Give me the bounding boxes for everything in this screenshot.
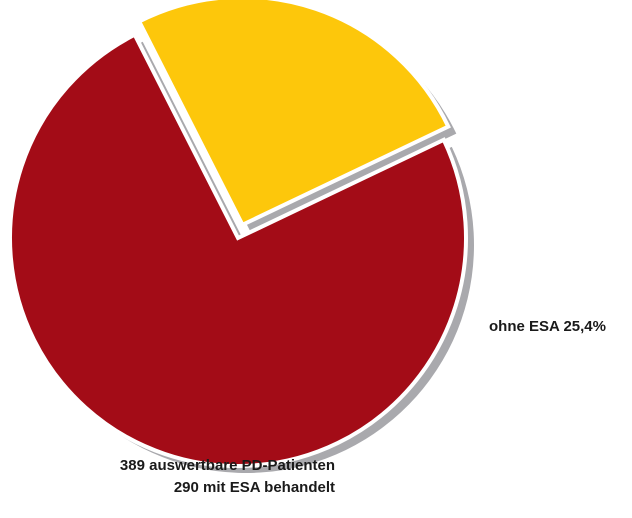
slice-label-without-esa: ohne ESA 25,4%	[489, 318, 606, 335]
note-line-esa-treated: 290 mit ESA behandelt	[174, 479, 335, 496]
pie-slice-layer	[8, 0, 468, 468]
note-line-total-patients: 389 auswertbare PD-Patienten	[120, 457, 335, 474]
pie-slice-without-esa	[136, 0, 451, 228]
pie-slice-with-esa	[8, 32, 468, 468]
